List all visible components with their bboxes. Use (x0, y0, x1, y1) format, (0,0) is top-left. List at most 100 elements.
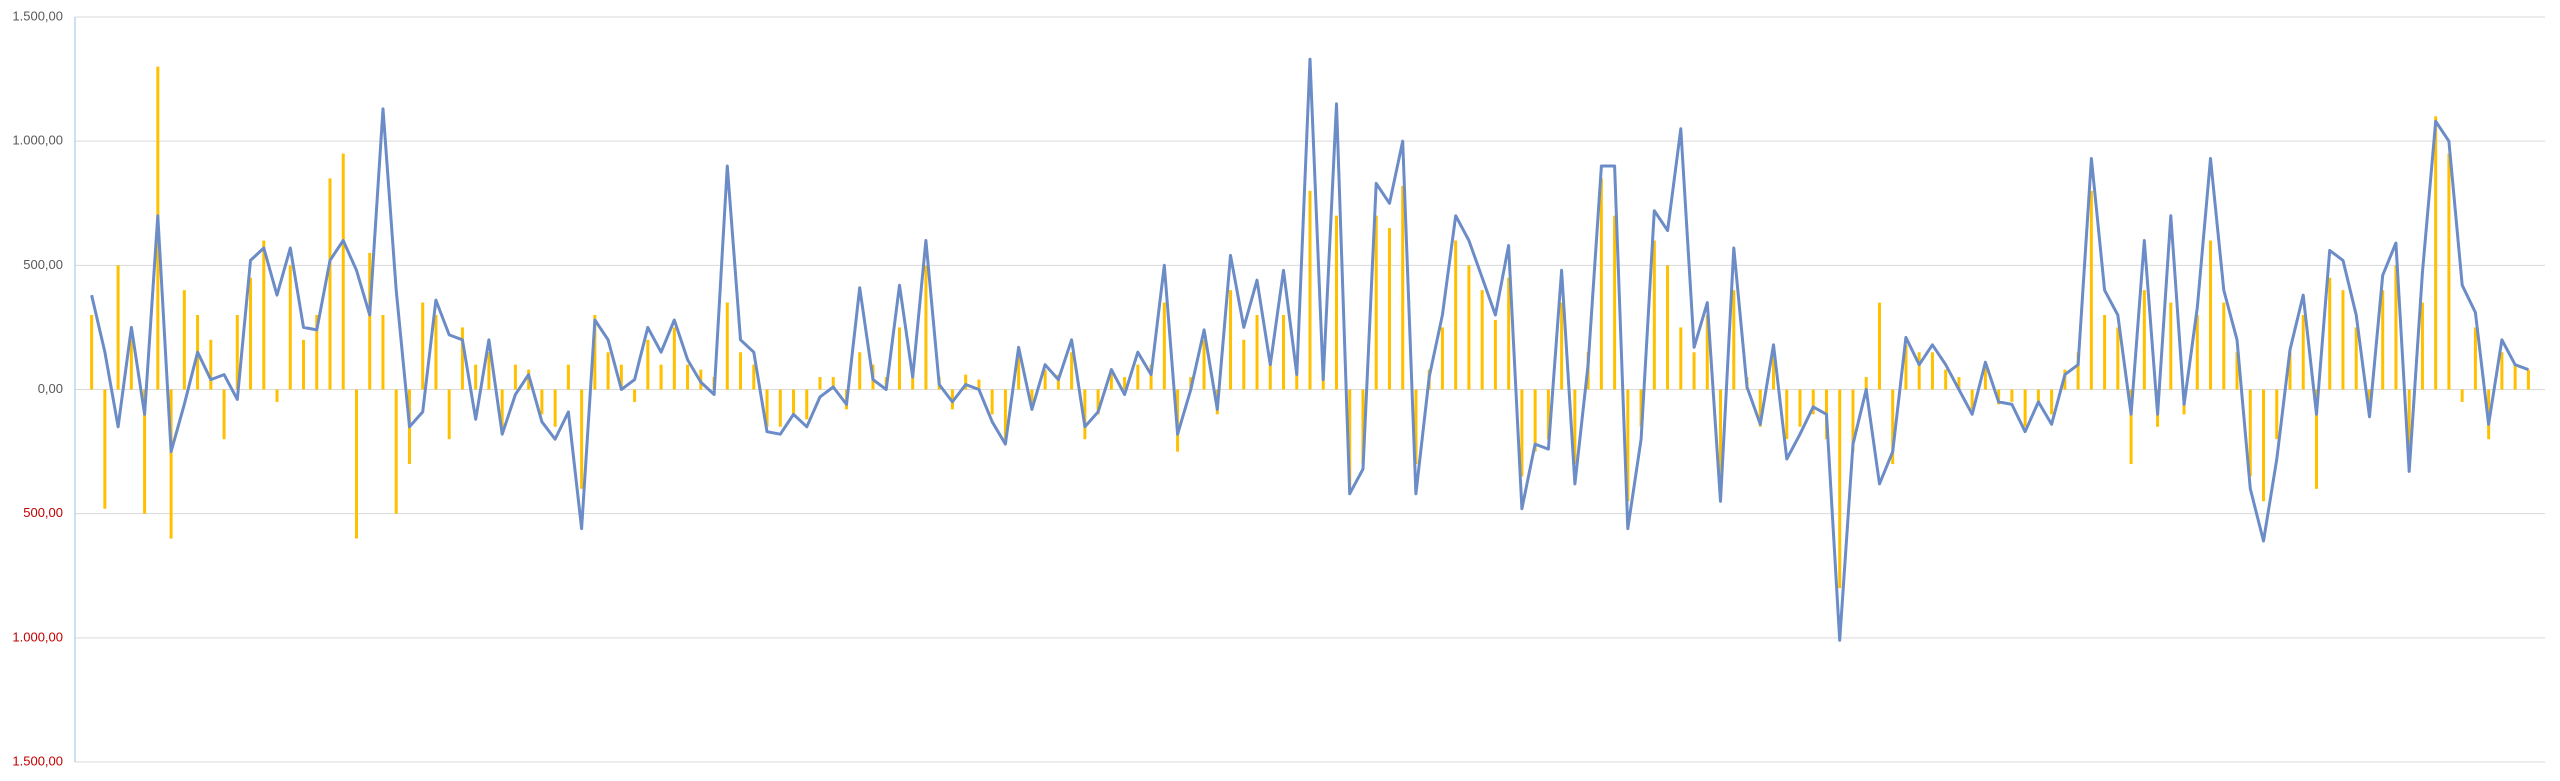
bar (778, 389, 782, 427)
bar (143, 389, 147, 514)
bar (262, 240, 266, 390)
bar (1282, 315, 1286, 390)
bar (672, 327, 676, 390)
bar (1520, 389, 1524, 477)
bar (381, 315, 385, 390)
bar (1017, 352, 1021, 390)
bar (1851, 389, 1855, 452)
bar (2209, 240, 2213, 390)
bar (2500, 352, 2504, 390)
bar (2169, 302, 2173, 390)
bar (1970, 389, 1974, 410)
bar (1083, 389, 1087, 440)
bar (593, 315, 597, 390)
bar (2248, 389, 2252, 477)
bar (2142, 290, 2146, 390)
bar (341, 153, 345, 390)
bar (911, 369, 915, 390)
bar (1930, 352, 1934, 390)
bar (302, 339, 306, 390)
bar (1732, 290, 1736, 390)
bar (2381, 290, 2385, 390)
bar (2526, 369, 2530, 390)
bar (1785, 389, 1789, 440)
y-tick-label: 0,00 (38, 381, 63, 396)
bar (2023, 389, 2027, 427)
bar (1255, 315, 1259, 390)
bar (1917, 352, 1921, 390)
y-tick-label: 1.500,00 (12, 8, 63, 23)
bar (1573, 389, 1577, 464)
bar (633, 389, 637, 402)
y-tick-label: 1.000,00 (12, 133, 63, 148)
bar (90, 315, 94, 390)
bar (421, 302, 425, 390)
bar (1904, 344, 1908, 390)
bar (765, 389, 769, 427)
bar (447, 389, 451, 440)
bar (2460, 389, 2464, 402)
bar (858, 352, 862, 390)
bar (1705, 315, 1709, 390)
bar (487, 352, 491, 390)
bar (2195, 315, 2199, 390)
bar (500, 389, 504, 427)
bar (2301, 315, 2305, 390)
bar (2036, 389, 2040, 405)
bar (513, 364, 517, 390)
bar (2447, 153, 2451, 390)
bar (1599, 178, 1603, 390)
bar (752, 364, 756, 390)
bar (368, 252, 372, 390)
bar (606, 352, 610, 390)
bar (1070, 352, 1074, 390)
bar (1652, 240, 1656, 390)
bar (275, 389, 279, 402)
bar (646, 339, 650, 390)
bar (964, 374, 968, 390)
bar (116, 265, 120, 390)
bar (1560, 302, 1564, 390)
bar (1467, 265, 1471, 390)
bar (1295, 369, 1299, 390)
bar (2288, 352, 2292, 390)
bar (1546, 389, 1550, 440)
bar (1493, 319, 1497, 390)
bar (1136, 364, 1140, 390)
bar (2420, 302, 2424, 390)
bar (1758, 389, 1762, 427)
bar (169, 389, 173, 539)
bar (1877, 302, 1881, 390)
bar (1639, 389, 1643, 427)
bar (805, 389, 809, 420)
bar (2341, 290, 2345, 390)
bar (580, 389, 584, 489)
y-tick-label: 500,00 (23, 505, 63, 520)
bar (1533, 389, 1537, 452)
bar (103, 389, 107, 509)
bar (1719, 389, 1723, 489)
bar (209, 339, 213, 390)
bar (182, 290, 186, 390)
bar (2314, 389, 2318, 489)
bar (2129, 389, 2133, 464)
bar (831, 377, 835, 390)
bar (540, 389, 544, 415)
bar (2354, 327, 2358, 390)
bar (222, 389, 226, 440)
bar (1308, 190, 1312, 390)
bar (1043, 369, 1047, 390)
bar (2116, 327, 2120, 390)
bar (1454, 240, 1458, 390)
bar (1374, 215, 1378, 390)
bar (1666, 265, 1670, 390)
bar (1944, 369, 1948, 390)
bar (2089, 190, 2093, 390)
bar (1387, 228, 1391, 390)
bar (977, 379, 981, 390)
bar (2010, 389, 2014, 402)
bar (2328, 277, 2332, 390)
bar (394, 389, 398, 514)
bar (129, 339, 133, 390)
